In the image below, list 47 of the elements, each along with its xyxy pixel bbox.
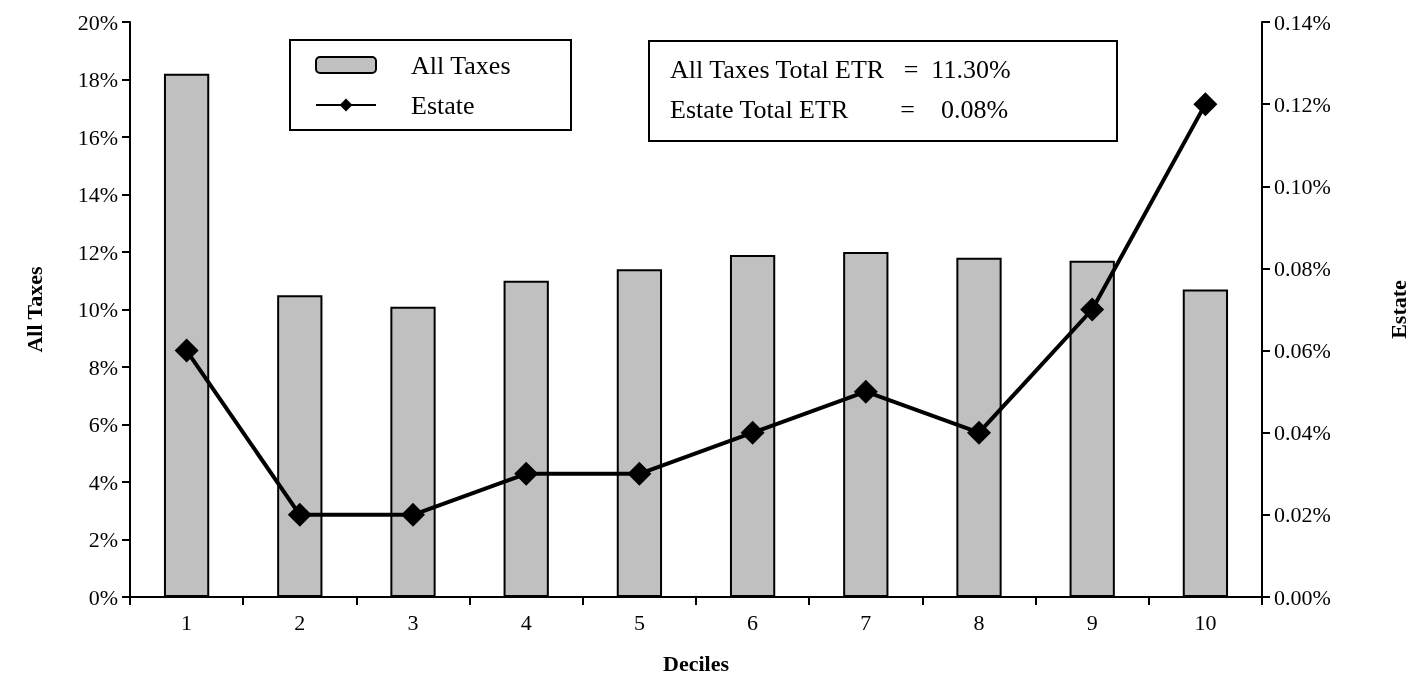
x-tick-label: 4	[520, 609, 532, 635]
annotation: All Taxes Total ETR = 11.30%	[669, 54, 1012, 86]
point	[174, 338, 199, 363]
x-tick-label: 1	[181, 609, 193, 635]
y-axis-title: All Taxes	[21, 265, 47, 353]
y2-axis-title: Estate	[1385, 279, 1411, 339]
y2-tick-label: 0.08%	[1274, 255, 1331, 281]
point	[287, 502, 312, 527]
y2-tick-label: 0.12%	[1274, 91, 1331, 117]
y-tick-label: 0%	[88, 584, 118, 610]
annotation: Estate Total ETR = 0.08%	[669, 94, 1010, 126]
x-axis-title: Deciles	[663, 650, 730, 676]
y-tick-label: 12%	[77, 239, 118, 265]
y2-tick-label: 0.02%	[1274, 502, 1331, 528]
y-tick-label: 16%	[77, 124, 118, 150]
x-tick-label: 9	[1086, 609, 1098, 635]
point	[967, 420, 991, 445]
point	[514, 461, 539, 486]
y-tick-label: 18%	[77, 67, 118, 92]
y2-tick-label: 0.10%	[1274, 173, 1331, 199]
legend-label: Estate	[411, 90, 475, 120]
note-box: All Taxes Total ETR = 11.30% Estate Total ETR = 0.08%	[648, 40, 1118, 142]
y-tick-label: 10%	[77, 297, 118, 322]
y2-tick-label: 0.04%	[1274, 420, 1331, 446]
x-tick-label: 6	[747, 609, 759, 635]
x-tick-label: 10	[1194, 609, 1217, 635]
point	[627, 461, 652, 486]
y-tick-label: 20%	[77, 9, 118, 35]
point	[1080, 297, 1105, 322]
x-tick-label: 5	[633, 609, 645, 635]
y-tick-label: 6%	[88, 412, 118, 437]
legend-label: All Taxes	[411, 50, 511, 80]
y-tick-label: 2%	[88, 527, 118, 552]
y2-tick-label: 0.06%	[1274, 338, 1331, 364]
y2-tick-label: 0.14%	[1274, 9, 1331, 35]
x-tick-label: 7	[860, 609, 872, 635]
y2-tick-label: 0.00%	[1274, 584, 1331, 610]
x-tick-label: 3	[407, 609, 419, 635]
y-tick-label: 14%	[77, 182, 118, 207]
x-tick-label: 2	[294, 609, 306, 635]
point	[401, 502, 425, 527]
y-tick-label: 4%	[88, 469, 118, 495]
point	[853, 379, 878, 404]
x-tick-label: 8	[973, 609, 985, 635]
point	[740, 420, 765, 445]
y-tick-label: 8%	[88, 354, 118, 380]
point	[1193, 92, 1218, 117]
